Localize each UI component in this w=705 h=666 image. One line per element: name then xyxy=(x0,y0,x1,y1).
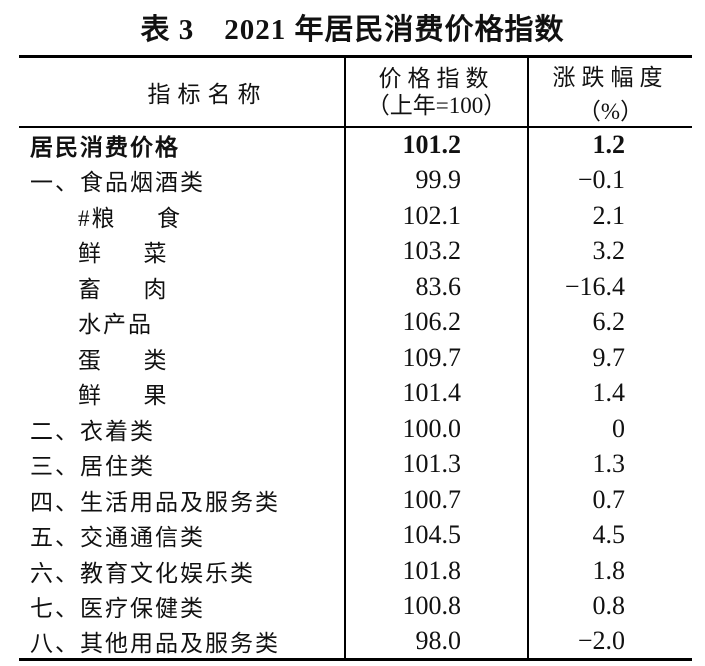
table-row: 一、食品烟酒类 99.9 −0.1 xyxy=(19,162,692,198)
price-index-cell: 101.4 xyxy=(345,375,529,411)
header-row: 指标名称 价格指数 （上年=100） 涨跌幅度 （%） xyxy=(19,56,692,128)
price-index-cell: 98.0 xyxy=(345,624,529,660)
table-body: 居民消费价格 101.2 1.2 一、食品烟酒类 99.9 −0.1 #粮 食 … xyxy=(19,127,692,660)
table-row: 六、教育文化娱乐类 101.8 1.8 xyxy=(19,553,692,589)
change-cell: 6.2 xyxy=(592,307,626,337)
price-index-table: 指标名称 价格指数 （上年=100） 涨跌幅度 （%） 居民消费价格 101.2 … xyxy=(19,55,692,661)
indicator-name-cell: 鲜 菜 xyxy=(19,233,346,269)
indicator-name-cell: 一、食品烟酒类 xyxy=(19,162,346,198)
header-change-unit: （%） xyxy=(577,99,644,124)
change-cell: 0.7 xyxy=(592,484,626,514)
price-index-cell: 100.8 xyxy=(345,588,529,624)
header-price-index: 价格指数 （上年=100） xyxy=(345,56,529,128)
price-index-cell: 109.7 xyxy=(345,340,529,376)
table-row: 二、衣着类 100.0 0 xyxy=(19,411,692,447)
indicator-name-cell: 鲜 果 xyxy=(19,375,346,411)
price-index-cell: 83.6 xyxy=(345,269,529,305)
change-cell: −16.4 xyxy=(564,271,625,301)
header-change-percent: 涨跌幅度 （%） xyxy=(528,56,692,128)
price-index-cell: 100.7 xyxy=(345,482,529,518)
indicator-name-cell: 四、生活用品及服务类 xyxy=(19,482,346,518)
change-cell: 1.4 xyxy=(592,378,626,408)
header-price-index-line2: （上年=100） xyxy=(366,93,507,118)
header-price-index-line1: 价格指数 xyxy=(378,66,495,91)
table-row: 鲜 菜 103.2 3.2 xyxy=(19,233,692,269)
table-row: 鲜 果 101.4 1.4 xyxy=(19,375,692,411)
change-cell: 2.1 xyxy=(592,200,626,230)
change-cell: 9.7 xyxy=(592,342,626,372)
indicator-name-cell: 水产品 xyxy=(19,304,346,340)
price-index-cell: 102.1 xyxy=(345,198,529,234)
table-row: 五、交通通信类 104.5 4.5 xyxy=(19,517,692,553)
price-index-cell: 103.2 xyxy=(345,233,529,269)
change-cell: −2.0 xyxy=(577,626,625,655)
change-cell: 4.5 xyxy=(592,520,626,550)
change-cell: −0.1 xyxy=(577,165,625,195)
indicator-name-cell: 畜 肉 xyxy=(19,269,346,305)
indicator-name-cell: 七、医疗保健类 xyxy=(19,588,346,624)
table-title: 表 3 2021 年居民消费价格指数 xyxy=(140,14,565,46)
table-row: 畜 肉 83.6 −16.4 xyxy=(19,269,692,305)
change-cell: 3.2 xyxy=(592,236,626,266)
indicator-name-cell: 蛋 类 xyxy=(19,340,346,376)
table-row: 七、医疗保健类 100.8 0.8 xyxy=(19,588,692,624)
indicator-name-cell: 二、衣着类 xyxy=(19,411,346,447)
change-cell: 1.2 xyxy=(592,130,626,160)
price-index-cell: 104.5 xyxy=(345,517,529,553)
price-index-cell: 106.2 xyxy=(345,304,529,340)
table-row: 水产品 106.2 6.2 xyxy=(19,304,692,340)
table-row: 八、其他用品及服务类 98.0 −2.0 xyxy=(19,624,692,660)
indicator-name-cell: #粮 食 xyxy=(19,198,346,234)
table-row: 居民消费价格 101.2 1.2 xyxy=(19,127,692,163)
indicator-name-cell: 八、其他用品及服务类 xyxy=(19,624,346,660)
change-cell: 0.8 xyxy=(592,591,626,621)
indicator-name-cell: 六、教育文化娱乐类 xyxy=(19,553,346,589)
table-row: 蛋 类 109.7 9.7 xyxy=(19,340,692,376)
change-cell: 1.8 xyxy=(592,555,626,585)
price-index-cell: 101.8 xyxy=(345,553,529,589)
table-row: 三、居住类 101.3 1.3 xyxy=(19,446,692,482)
change-cell: 0 xyxy=(612,413,625,443)
indicator-name-cell: 五、交通通信类 xyxy=(19,517,346,553)
table-header: 指标名称 价格指数 （上年=100） 涨跌幅度 （%） xyxy=(19,56,692,128)
price-index-cell: 101.2 xyxy=(345,127,529,163)
table-row: 四、生活用品及服务类 100.7 0.7 xyxy=(19,482,692,518)
header-change-label: 涨跌幅度 xyxy=(552,65,669,90)
table-row: #粮 食 102.1 2.1 xyxy=(19,198,692,234)
price-index-cell: 101.3 xyxy=(345,446,529,482)
change-cell: 1.3 xyxy=(592,449,626,479)
header-indicator-name: 指标名称 xyxy=(19,56,346,128)
price-index-cell: 100.0 xyxy=(345,411,529,447)
indicator-name-cell: 居民消费价格 xyxy=(19,127,346,163)
indicator-name-cell: 三、居住类 xyxy=(19,446,346,482)
price-index-cell: 99.9 xyxy=(345,162,529,198)
